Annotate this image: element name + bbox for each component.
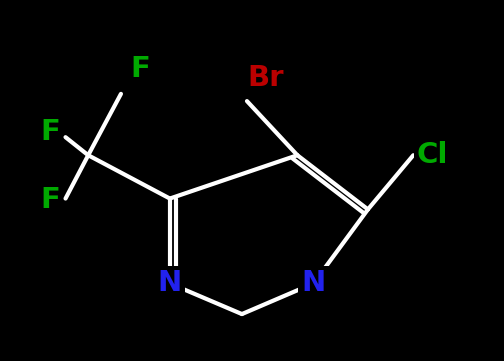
Text: F: F [130,55,150,83]
Text: F: F [40,118,60,146]
Text: F: F [40,186,60,214]
Text: Cl: Cl [417,141,448,169]
Text: N: N [158,269,182,297]
Text: N: N [301,269,326,297]
Text: Br: Br [248,64,284,92]
